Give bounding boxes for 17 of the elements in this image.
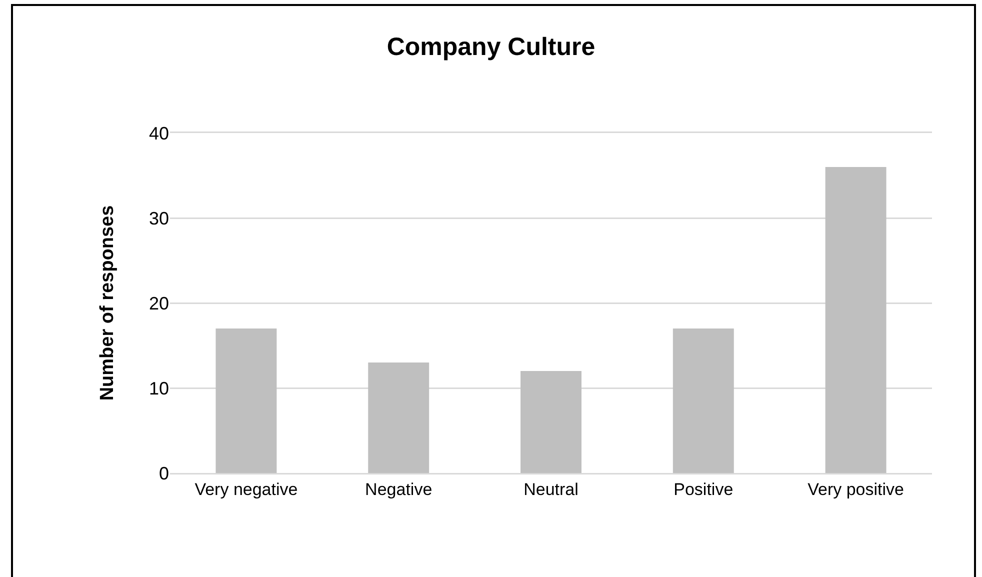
x-tick-label: Very negative bbox=[194, 480, 298, 499]
x-tick-label: Neutral bbox=[524, 480, 578, 499]
chart-title: Company Culture bbox=[386, 32, 596, 61]
x-tick-label: Positive bbox=[674, 480, 734, 499]
bar bbox=[368, 362, 430, 473]
bar bbox=[520, 371, 582, 473]
y-tick-label: 40 bbox=[148, 123, 169, 144]
y-axis-title: Number of responses bbox=[96, 205, 118, 401]
x-tick-label: Very positive bbox=[808, 480, 904, 499]
x-tick-label: Negative bbox=[365, 480, 432, 499]
y-tick-label: 10 bbox=[148, 378, 169, 398]
y-tick-label: 0 bbox=[158, 463, 169, 484]
bar bbox=[216, 328, 277, 473]
bar bbox=[672, 328, 734, 473]
bar bbox=[825, 167, 886, 473]
y-tick-label: 30 bbox=[148, 208, 169, 228]
y-tick-label: 20 bbox=[148, 293, 169, 314]
